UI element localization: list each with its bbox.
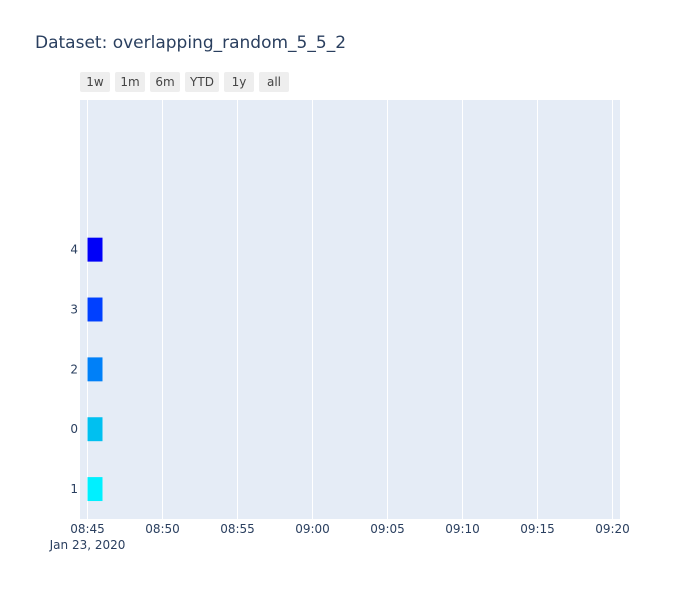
bar-3[interactable] xyxy=(87,297,103,322)
x-tick-label: 08:50 xyxy=(145,522,180,536)
x-tick-label: 08:45 xyxy=(70,522,105,536)
x-tick-label: 09:20 xyxy=(595,522,630,536)
x-tick-label: 09:10 xyxy=(445,522,480,536)
bar-0[interactable] xyxy=(87,417,103,442)
bar-2[interactable] xyxy=(87,357,103,382)
plot-background xyxy=(80,100,620,519)
x-tick-label: 09:15 xyxy=(520,522,555,536)
y-tick-label: 3 xyxy=(70,303,78,317)
chart-title: Dataset: overlapping_random_5_5_2 xyxy=(35,33,347,53)
y-tick-label: 2 xyxy=(70,362,78,376)
range-button-1y[interactable]: 1y xyxy=(224,72,254,92)
range-button-1w[interactable]: 1w xyxy=(80,72,110,92)
y-tick-label: 4 xyxy=(70,243,78,257)
x-tick-label: 09:00 xyxy=(295,522,330,536)
x-tick-label: 08:55 xyxy=(220,522,255,536)
bar-1[interactable] xyxy=(87,477,103,502)
x-date-label: Jan 23, 2020 xyxy=(49,538,126,552)
x-tick-label: 09:05 xyxy=(370,522,405,536)
bar-4[interactable] xyxy=(87,237,103,262)
range-button-all[interactable]: all xyxy=(259,72,289,92)
y-tick-label: 0 xyxy=(70,422,78,436)
y-tick-label: 1 xyxy=(70,482,78,496)
range-button-6m[interactable]: 6m xyxy=(150,72,180,92)
range-button-ytd[interactable]: YTD xyxy=(185,72,219,92)
range-button-1m[interactable]: 1m xyxy=(115,72,145,92)
